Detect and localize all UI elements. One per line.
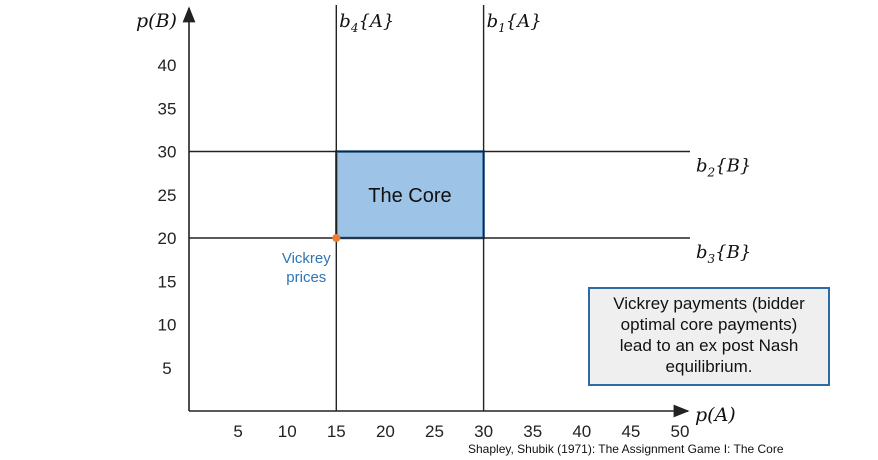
y-tick-label: 35 — [158, 99, 177, 118]
vickrey-callout-box: Vickrey payments (bidder optimal core pa… — [588, 287, 830, 386]
label-b3: b3{B} — [696, 242, 751, 266]
x-tick-label: 40 — [572, 422, 591, 441]
y-tick-label: 10 — [158, 316, 177, 335]
x-tick-label: 20 — [376, 422, 395, 441]
core-label: The Core — [368, 185, 451, 207]
core-region — [335, 150, 485, 240]
x-axis-title: p(A) — [695, 404, 736, 426]
y-tick-label: 30 — [158, 143, 177, 162]
y-tick-label: 5 — [162, 359, 171, 378]
callout-line-2: optimal core payments) — [620, 315, 798, 334]
x-tick-label: 15 — [327, 422, 346, 441]
x-tick-label: 50 — [671, 422, 690, 441]
y-axis-title: p(B) — [136, 10, 177, 32]
x-tick-label: 10 — [278, 422, 297, 441]
x-tick-label: 5 — [233, 422, 242, 441]
y-tick-label: 40 — [158, 56, 177, 75]
y-tick-label: 20 — [158, 229, 177, 248]
label-b2: b2{B} — [696, 156, 751, 180]
vickrey-label-line: Vickrey — [282, 250, 331, 267]
callout-line-1: Vickrey payments (bidder — [613, 294, 805, 313]
label-b1: b1{A} — [487, 11, 542, 35]
x-tick-label: 30 — [474, 422, 493, 441]
source-credit: Shapley, Shubik (1971): The Assignment G… — [468, 442, 784, 456]
callout-line-4: equilibrium. — [665, 357, 753, 376]
label-b4: b4{A} — [339, 11, 394, 35]
vickrey-point — [332, 234, 341, 242]
x-tick-label: 35 — [523, 422, 542, 441]
x-tick-label: 45 — [621, 422, 640, 441]
y-tick-label: 15 — [158, 272, 177, 291]
callout-line-3: lead to an ex post Nash — [619, 336, 799, 355]
x-tick-label: 25 — [425, 422, 444, 441]
vickrey-label-line: prices — [286, 269, 326, 286]
y-tick-label: 25 — [158, 186, 177, 205]
